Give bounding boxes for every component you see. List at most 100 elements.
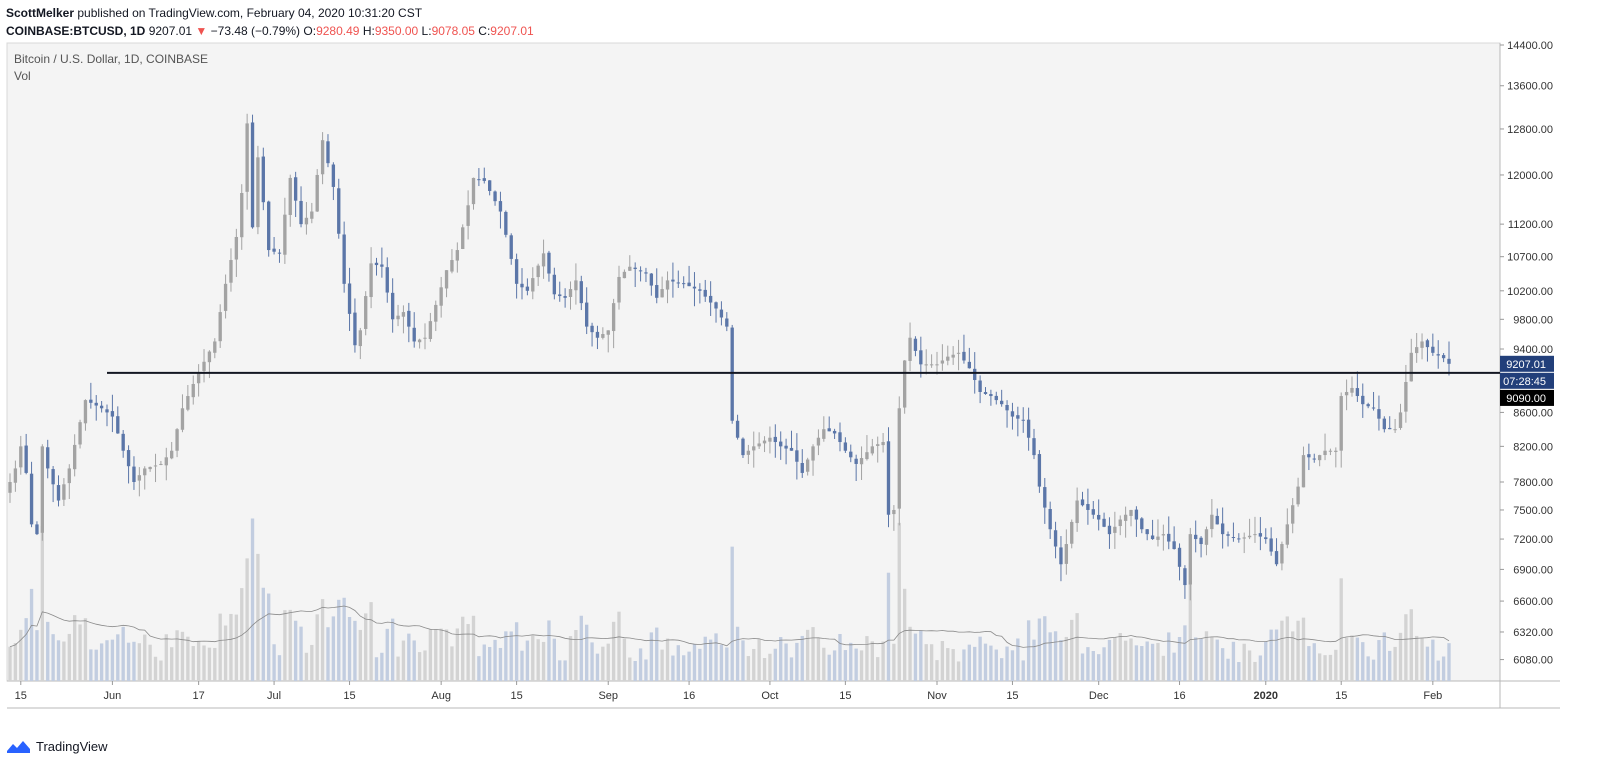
brand-name: TradingView	[36, 738, 108, 754]
candle-body	[811, 446, 815, 461]
volume-bar	[207, 647, 212, 681]
candle-body	[671, 279, 675, 282]
candle-body	[1339, 396, 1343, 451]
candle-body	[514, 259, 519, 284]
level-price-tag	[1500, 389, 1554, 406]
candle-body	[390, 292, 395, 320]
candle-body	[99, 405, 104, 409]
candle-body	[1296, 486, 1300, 505]
volume-bar	[1441, 656, 1446, 681]
volume-bar	[1377, 640, 1381, 681]
volume-bar	[1107, 639, 1112, 681]
candle-body	[973, 368, 977, 381]
candle-body	[531, 278, 535, 292]
volume-bar	[223, 625, 228, 681]
candle-body	[1097, 514, 1101, 520]
volume-bar	[1307, 646, 1311, 681]
volume-bar	[364, 613, 368, 681]
volume-bar	[1123, 640, 1128, 681]
candle-body	[870, 446, 874, 454]
candle-body	[326, 141, 330, 164]
candle-body	[682, 283, 686, 285]
candle-body	[595, 331, 600, 338]
tradingview-logo-icon	[7, 741, 30, 753]
volume-bar	[245, 558, 249, 681]
volume-bar	[29, 588, 34, 681]
candle-body	[967, 361, 972, 369]
tradingview-footer[interactable]: TradingView	[6, 734, 108, 758]
candle-body	[1145, 529, 1149, 535]
volume-bar	[159, 660, 163, 681]
candle-body	[331, 164, 336, 187]
candle-body	[1323, 450, 1327, 456]
volume-bar	[865, 636, 869, 681]
volume-bar	[94, 649, 98, 681]
volume-bar	[493, 639, 497, 681]
volume-bar	[267, 593, 271, 681]
candle-body	[1317, 455, 1322, 461]
price-tags: 9207.01 07:28:45 9090.00	[1500, 355, 1554, 406]
volume-bar	[1043, 616, 1047, 681]
volume-bar	[175, 630, 179, 681]
volume-bar	[708, 639, 713, 681]
volume-bar	[832, 650, 837, 681]
volume-bar	[595, 653, 600, 681]
candle-body	[946, 356, 950, 361]
time-tick-label: 16	[1173, 690, 1185, 702]
volume-indicator-label[interactable]: Vol	[14, 69, 31, 83]
candle-body	[159, 463, 163, 465]
volume-bar	[611, 621, 616, 681]
volume-bar	[401, 640, 406, 681]
candle-body	[105, 409, 109, 413]
volume-bar	[299, 626, 303, 681]
volume-bar	[531, 635, 535, 681]
candle-body	[849, 451, 853, 458]
candle-body	[78, 422, 82, 445]
volume-bar	[563, 660, 567, 681]
candle-body	[908, 337, 912, 361]
candle-body	[477, 179, 481, 181]
candle-body	[827, 428, 831, 432]
candle-body	[816, 437, 821, 446]
candle-body	[622, 271, 627, 279]
plot-area[interactable]	[6, 42, 1501, 682]
volume-bar	[417, 652, 422, 681]
candle-body	[240, 193, 244, 238]
candle-body	[1091, 509, 1095, 515]
volume-bar	[1242, 643, 1246, 681]
candle-body	[1021, 419, 1025, 421]
volume-bar	[525, 640, 530, 681]
candle-body	[1204, 529, 1209, 545]
volume-bar	[622, 638, 627, 681]
candle-body	[929, 364, 934, 366]
volume-bar	[116, 634, 120, 681]
volume-bar	[288, 609, 292, 681]
volume-bar	[1183, 625, 1187, 681]
volume-bar	[1328, 654, 1333, 681]
volume-bar	[1253, 661, 1257, 681]
volume-bar	[601, 646, 605, 681]
change-text: −73.48 (−0.79%)	[210, 24, 301, 38]
candle-body	[1150, 535, 1155, 540]
candle-body	[347, 283, 352, 314]
candle-body	[1113, 526, 1117, 533]
candle-body	[56, 485, 61, 501]
volume-bar	[132, 641, 136, 681]
author-name[interactable]: ScottMelker	[6, 6, 75, 20]
candle-body	[153, 465, 158, 467]
candle-body	[520, 283, 524, 288]
volume-bar	[1075, 613, 1079, 681]
candle-body	[380, 264, 384, 267]
volume-bar	[1091, 651, 1095, 681]
volume-bar	[536, 639, 540, 681]
volume-bar	[606, 643, 610, 681]
volume-bar	[585, 624, 589, 681]
time-tick-label: 15	[1006, 690, 1018, 702]
volume-bar	[520, 650, 524, 681]
candle-body	[552, 274, 557, 295]
candle-body	[1420, 341, 1424, 348]
candle-body	[1226, 534, 1230, 536]
volume-bar	[272, 644, 276, 681]
volume-bar	[380, 652, 384, 681]
